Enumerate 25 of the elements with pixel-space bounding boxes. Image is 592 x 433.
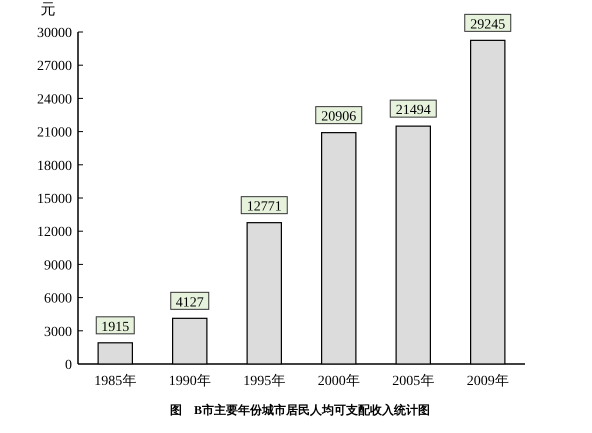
y-tick-label: 12000 <box>37 225 72 240</box>
data-label: 12771 <box>246 200 282 215</box>
y-tick-label: 6000 <box>44 292 72 307</box>
y-tick-label: 9000 <box>44 258 72 274</box>
y-tick-label: 27000 <box>37 59 72 74</box>
x-tick-label: 1985年 <box>94 373 136 389</box>
x-tick-label: 1995年 <box>243 373 286 389</box>
y-tick-label: 15000 <box>37 192 72 207</box>
y-tick-label: 30000 <box>37 26 72 41</box>
data-label: 20906 <box>321 110 356 125</box>
y-tick-label: 3000 <box>44 324 72 340</box>
x-tick-label: 2005年 <box>392 373 434 389</box>
y-tick-label: 24000 <box>37 92 72 108</box>
text: 图 B市主要年份城市居民人均可支配收入统计图 <box>170 403 430 417</box>
data-label: 29245 <box>470 17 506 32</box>
y-axis-title: 元 <box>40 2 56 18</box>
x-tick-label: 1990年 <box>168 373 211 389</box>
data-label: 4127 <box>176 295 204 310</box>
y-tick-label: 18000 <box>37 158 72 174</box>
x-tick-label: 2009年 <box>466 373 509 389</box>
x-tick-label: 2000年 <box>318 373 360 389</box>
data-label: 21494 <box>396 103 431 118</box>
data-label: 1915 <box>101 320 130 335</box>
y-tick-label: 0 <box>65 358 72 373</box>
y-tick-label: 21000 <box>37 126 72 141</box>
